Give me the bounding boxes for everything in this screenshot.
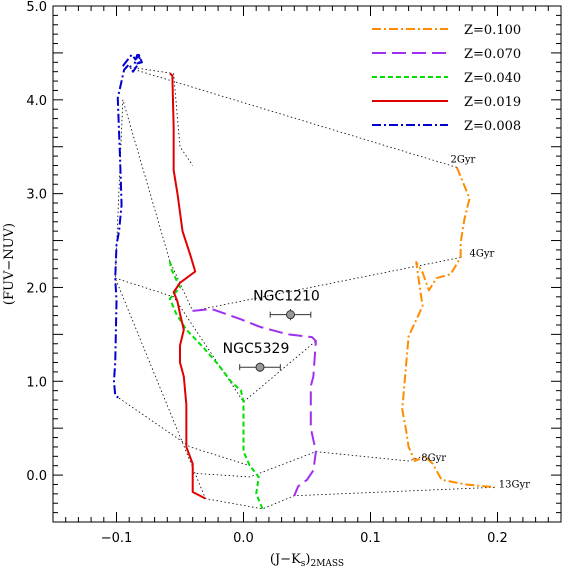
y-tick-label: 5.0 bbox=[26, 0, 47, 15]
age-labels: 2Gyr 4Gyr 8Gyr 13Gyr bbox=[421, 155, 530, 491]
observations: NGC1210 NGC5329 bbox=[223, 289, 320, 372]
age-line bbox=[118, 397, 250, 467]
series-line bbox=[168, 261, 264, 510]
legend-label: Z=0.070 bbox=[464, 47, 521, 62]
legend-label: Z=0.019 bbox=[464, 95, 521, 110]
legend-label: Z=0.100 bbox=[464, 23, 521, 38]
series-line bbox=[112, 51, 143, 399]
legend-label: Z=0.040 bbox=[464, 71, 521, 86]
age-lines bbox=[114, 65, 495, 510]
y-tick-label: 1.0 bbox=[26, 375, 47, 390]
age-label: 4Gyr bbox=[470, 248, 495, 259]
legend: Z=0.100 Z=0.070 Z=0.040 Z=0.019 Z=0.008 bbox=[372, 23, 521, 134]
y-tick-label: 4.0 bbox=[26, 94, 47, 109]
obs-label: NGC5329 bbox=[223, 341, 290, 357]
age-line bbox=[115, 277, 317, 403]
obs-point bbox=[255, 362, 265, 372]
y-tick-label: 0.0 bbox=[26, 469, 47, 484]
x-tick-label: 0.1 bbox=[360, 531, 381, 546]
age-label: 2Gyr bbox=[451, 155, 476, 166]
y-axis-title: (FUV−NUV) bbox=[2, 223, 17, 305]
series-line bbox=[401, 166, 496, 489]
series-line bbox=[192, 308, 317, 497]
axis-ticks bbox=[52, 5, 562, 523]
obs-label: NGC1210 bbox=[253, 289, 320, 305]
age-label: 13Gyr bbox=[499, 479, 530, 490]
series-line bbox=[169, 72, 206, 500]
x-axis-title: (J−Ks)2MASS bbox=[270, 552, 344, 568]
series-lines bbox=[112, 51, 496, 510]
x-tick-label: 0.2 bbox=[487, 531, 508, 546]
y-tick-label: 2.0 bbox=[26, 281, 47, 296]
tick-labels: −0.1 0.0 0.1 0.2 0.0 1.0 2.0 3.0 4.0 5.0 bbox=[26, 0, 508, 546]
x-tick-label: −0.1 bbox=[101, 531, 133, 546]
legend-label: Z=0.008 bbox=[464, 119, 521, 134]
age-line bbox=[192, 451, 423, 478]
y-tick-label: 3.0 bbox=[26, 188, 47, 203]
age-line bbox=[122, 65, 457, 168]
x-tick-label: 0.0 bbox=[233, 531, 254, 546]
obs-point bbox=[285, 310, 295, 320]
age-label: 8Gyr bbox=[421, 453, 446, 464]
